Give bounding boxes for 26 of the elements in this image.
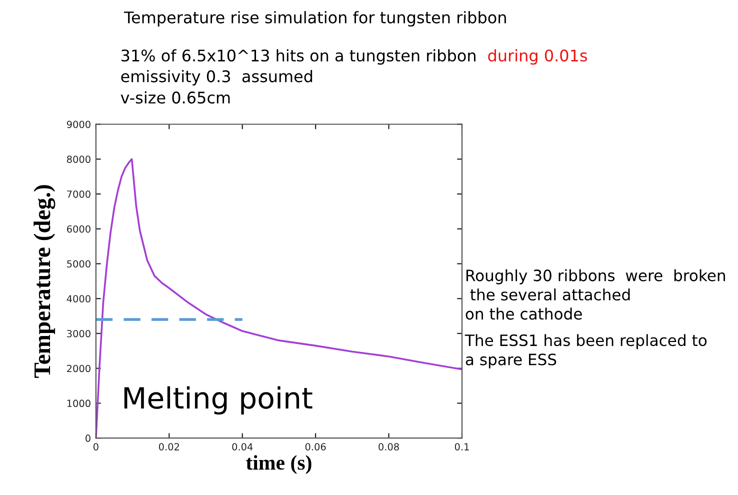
- chart-title: Temperature rise simulation for tungsten ribbon: [124, 11, 506, 27]
- y-tick-label: 3000: [67, 330, 90, 338]
- y-tick-label: 5000: [67, 260, 90, 268]
- text: v-size 0.65cm: [120, 91, 230, 104]
- y-axis-title: Temperature (deg.): [34, 185, 56, 378]
- text: emissivity 0.3 assumed: [121, 70, 312, 86]
- x-tick-label: 0.04: [232, 443, 253, 450]
- text: during 0.01s: [488, 49, 587, 65]
- chart-subtitle: 31% of 6.5x10^13 hits on a tungsten ribbon: [122, 49, 476, 65]
- y-tick-label: 7000: [67, 190, 90, 198]
- x-tick-label: 0.06: [305, 443, 326, 450]
- annotation: Melting point: [124, 386, 312, 415]
- y-tick-label: 0: [86, 434, 90, 442]
- y-tick-label: 9000: [66, 120, 90, 128]
- text: Roughly 30 ribbons were broken the several attached on the cathode: [466, 269, 725, 320]
- x-tick-label: 0.1: [454, 443, 469, 450]
- y-tick-label: 4000: [66, 295, 90, 302]
- text: The ESS1 has been replaced to a spare ESS: [464, 334, 707, 368]
- x-tick-label: 0: [93, 443, 98, 450]
- y-tick-label: 6000: [67, 225, 90, 233]
- x-tick-label: 0.08: [378, 443, 399, 450]
- y-tick-label: 2000: [67, 364, 90, 372]
- x-axis-title: time (s): [246, 455, 312, 474]
- y-tick-label: 8000: [66, 156, 90, 163]
- x-tick-label: 0.02: [158, 443, 179, 450]
- y-tick-label: 1000: [67, 400, 90, 408]
